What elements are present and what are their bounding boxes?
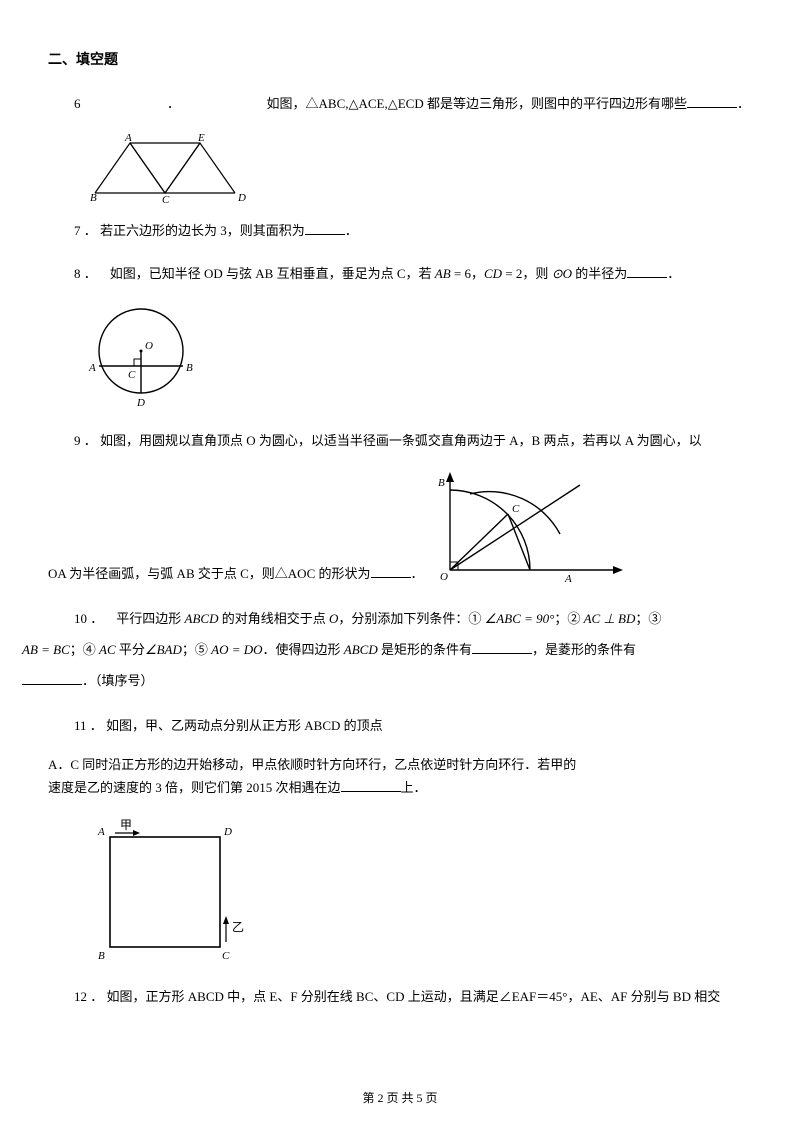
q7-num: 7 ． xyxy=(74,223,97,238)
q12-num: 12 ． xyxy=(74,989,103,1004)
q10-t5: ；③ xyxy=(635,611,661,626)
q10-c5: AO = DO xyxy=(211,642,262,657)
page-footer: 第 2 页 共 5 页 xyxy=(0,1089,800,1108)
q10-abcd: ABCD xyxy=(185,611,219,626)
svg-text:C: C xyxy=(162,194,170,203)
q11-line2: A．C 同时沿正方形的边开始移动，甲点依顺时针方向环行，乙点依逆时针方向环行．若… xyxy=(48,755,752,776)
q10-blank2 xyxy=(22,672,82,685)
q10-c4b: ∠BAD xyxy=(145,642,182,657)
q10-c3: AB = BC xyxy=(22,642,70,657)
q6-figure: A E B C D xyxy=(90,133,752,203)
q10-c2: AC ⊥ BD xyxy=(584,611,636,626)
q10-t9: 是矩形的条件有 xyxy=(378,642,472,657)
q10-t2: 的对角线相交于点 xyxy=(218,611,329,626)
svg-text:甲: 甲 xyxy=(120,818,132,832)
svg-text:E: E xyxy=(197,133,205,144)
q8-text3: 的半径为 xyxy=(572,266,627,281)
q8-num: 8 ． xyxy=(74,266,97,281)
q10-t6b: 平分 xyxy=(116,642,145,657)
q11-blank xyxy=(341,779,401,792)
q8-eq2l: CD xyxy=(484,266,502,281)
q8-blank xyxy=(627,265,667,278)
q11-num: 11 ． xyxy=(74,718,103,733)
q8-figure: O A B C D xyxy=(86,303,752,413)
q9-period: ． xyxy=(411,566,424,581)
q8-eq1l: AB xyxy=(435,266,451,281)
q11-l3: 速度是乙的速度的 3 倍，则它们第 2015 次相遇在边 xyxy=(48,780,341,795)
q11-line3: 速度是乙的速度的 3 倍，则它们第 2015 次相遇在边 上． xyxy=(48,778,752,799)
svg-text:C: C xyxy=(222,950,230,962)
q9-text2: OA 为半径画弧，与弧 AB 交于点 C，则△AOC 的形状为 xyxy=(48,566,371,581)
q10-num: 10 ． xyxy=(74,611,103,626)
question-10: 10 ． 平行四边形 ABCD 的对角线相交于点 O，分别添加下列条件：① ∠A… xyxy=(48,603,752,697)
q8-eq1eq: = 6， xyxy=(451,266,484,281)
q11-end: 上． xyxy=(401,780,427,795)
svg-text:B: B xyxy=(98,950,105,962)
question-8: 8 ． 如图，已知半径 OD 与弦 AB 互相垂直，垂足为点 C，若 AB = … xyxy=(48,264,752,285)
svg-text:A: A xyxy=(564,573,572,585)
q10-t1: 平行四边形 xyxy=(116,611,184,626)
q8-text2: ，则 xyxy=(522,266,551,281)
question-7: 7 ． 若正六边形的边长为 3，则其面积为 ． xyxy=(48,221,752,242)
q9-row2: OA 为半径画弧，与弧 AB 交于点 C，则△AOC 的形状为 ． O A B C xyxy=(48,470,752,585)
q11-figure: A D B C 甲 乙 xyxy=(90,817,752,967)
q10-abcd2: ABCD xyxy=(344,642,378,657)
q9-blank xyxy=(371,565,411,578)
q9-figure: O A B C xyxy=(430,470,630,585)
q7-text: 若正六边形的边长为 3，则其面积为 xyxy=(100,223,305,238)
svg-text:O: O xyxy=(145,340,153,352)
q11-l2: A．C 同时沿正方形的边开始移动，甲点依顺时针方向环行，乙点依逆时针方向环行．若… xyxy=(48,757,576,772)
section-title: 二、填空题 xyxy=(48,50,752,72)
question-6: 6 ． 如图，△ABC,△ACE,△ECD 都是等边三角形，则图中的平行四边形有… xyxy=(48,94,752,115)
q10-blank1 xyxy=(472,641,532,654)
q10-t11: ．（填序号） xyxy=(82,673,154,688)
svg-text:O: O xyxy=(440,571,448,583)
svg-text:B: B xyxy=(438,477,445,489)
q7-period: ． xyxy=(345,223,358,238)
q10-t7: ；⑤ xyxy=(182,642,211,657)
q6-text: 如图，△ABC,△ACE,△ECD 都是等边三角形，则图中的平行四边形有哪些 xyxy=(267,96,687,111)
q9-text1: 如图，用圆规以直角顶点 O 为圆心，以适当半径画一条弧交直角两边于 A，B 两点… xyxy=(100,433,702,448)
q8-circ: ⊙O xyxy=(552,266,572,281)
svg-text:A: A xyxy=(97,826,105,838)
q12-text: 如图，正方形 ABCD 中，点 E、F 分别在线 BC、CD 上运动，且满足∠E… xyxy=(107,989,721,1004)
q7-blank xyxy=(305,222,345,235)
q10-t8: ．使得四边形 xyxy=(263,642,344,657)
q11-t1: 如图，甲、乙两动点分别从正方形 ABCD 的顶点 xyxy=(106,718,383,733)
q10-O: O xyxy=(329,611,338,626)
q6-num: 6 xyxy=(74,96,81,111)
svg-text:B: B xyxy=(90,192,97,203)
q10-t6: ；④ xyxy=(70,642,99,657)
q6-dot: ． xyxy=(167,96,180,111)
question-12: 12 ． 如图，正方形 ABCD 中，点 E、F 分别在线 BC、CD 上运动，… xyxy=(48,987,752,1008)
q9-num: 9 ． xyxy=(74,433,97,448)
svg-text:D: D xyxy=(223,826,232,838)
question-9: 9 ． 如图，用圆规以直角顶点 O 为圆心，以适当半径画一条弧交直角两边于 A，… xyxy=(48,431,752,452)
q10-c1: ∠ABC = 90° xyxy=(485,611,555,626)
svg-text:C: C xyxy=(512,503,520,515)
q6-blank xyxy=(687,95,737,108)
q8-period: ． xyxy=(667,266,680,281)
q8-eq2eq: = 2 xyxy=(502,266,522,281)
q10-t4: ；② xyxy=(554,611,583,626)
q10-t10: ，是菱形的条件有 xyxy=(532,642,636,657)
q6-period: ． xyxy=(737,96,750,111)
question-11: 11 ． 如图，甲、乙两动点分别从正方形 ABCD 的顶点 xyxy=(48,716,752,737)
q10-c4: AC xyxy=(99,642,116,657)
svg-text:乙: 乙 xyxy=(232,920,244,934)
svg-text:D: D xyxy=(136,397,145,409)
svg-text:B: B xyxy=(186,362,193,374)
q10-t3: ，分别添加下列条件：① xyxy=(338,611,484,626)
svg-text:C: C xyxy=(128,369,136,381)
q8-text1: 如图，已知半径 OD 与弦 AB 互相垂直，垂足为点 C，若 xyxy=(110,266,435,281)
svg-text:A: A xyxy=(88,362,96,374)
svg-text:D: D xyxy=(237,192,246,203)
svg-text:A: A xyxy=(124,133,132,144)
